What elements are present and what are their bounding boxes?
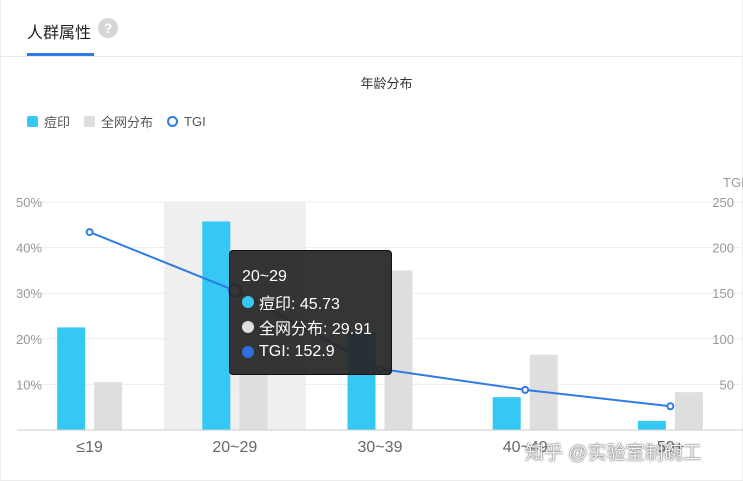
legend-swatch-series-2 <box>84 116 96 127</box>
watermark: 知乎 @实验室制碗工 <box>525 443 702 464</box>
y-left-tick-label: 30% <box>16 286 42 301</box>
y-left-tick-label: 10% <box>16 377 42 392</box>
tab-crowd-attributes[interactable]: 人群属性 <box>27 25 92 42</box>
legend-ring-icon <box>167 116 179 127</box>
tooltip-dot-series-2 <box>242 320 254 333</box>
tgi-point <box>85 228 94 237</box>
x-tick-label: 30~39 <box>358 439 403 456</box>
bar-2-1 <box>94 382 123 430</box>
tooltip-text-tgi: TGI: 152.9 <box>259 342 335 360</box>
tooltip-row-tgi: TGI: 152.9 <box>242 339 379 364</box>
legend-item-series-1[interactable]: 痘印 <box>27 112 70 131</box>
legend-swatch-series-1 <box>27 116 38 127</box>
tooltip-text-series-1: 痘印: 45.73 <box>259 295 340 313</box>
legend-label-series-1: 痘印 <box>44 115 71 130</box>
tooltip-title: 20~29 <box>242 267 287 285</box>
tgi-point <box>521 385 530 394</box>
chart-title: 年龄分布 <box>360 76 413 91</box>
x-tick-label: ≤19 <box>76 439 103 456</box>
chart-tooltip: 20~29 痘印: 45.73 全网分布: 29.91 TGI: 152.9 <box>229 250 392 375</box>
tab-bar: 人群属性 ? <box>0 0 743 57</box>
x-tick-label: 40~49 <box>503 439 548 456</box>
chart-legend: 痘印 全网分布 TGI <box>27 112 220 131</box>
x-tick-label: 50+ <box>657 439 684 456</box>
bar-2-5 <box>674 392 703 430</box>
help-icon[interactable]: ? <box>98 18 118 38</box>
tooltip-row-series-2: 全网分布: 29.91 <box>242 314 379 339</box>
y-left-tick-label: 40% <box>16 241 42 256</box>
legend-label-tgi: TGI <box>184 114 206 129</box>
bar-1-5 <box>637 420 666 430</box>
y-left-tick-label: 50% <box>16 195 42 210</box>
legend-item-series-2[interactable]: 全网分布 <box>84 112 153 131</box>
y-left-tick-label: 20% <box>16 332 42 347</box>
y-right-tick-label: 100 <box>712 332 734 347</box>
legend-label-series-2: 全网分布 <box>101 115 154 130</box>
tooltip-row-series-1: 痘印: 45.73 <box>242 289 379 314</box>
bar-1-2 <box>202 221 231 430</box>
y-right-axis-title: TGI <box>723 175 743 190</box>
tooltip-dot-series-1 <box>242 295 254 308</box>
active-tab-indicator <box>27 53 94 56</box>
bar-1-4 <box>492 397 521 430</box>
x-tick-label: 20~29 <box>212 439 257 456</box>
y-right-tick-label: 50 <box>720 377 734 392</box>
bar-1-1 <box>57 327 86 430</box>
legend-item-tgi[interactable]: TGI <box>167 114 206 129</box>
y-right-tick-label: 250 <box>712 195 734 210</box>
tooltip-dot-tgi <box>242 345 254 358</box>
tooltip-text-series-2: 全网分布: 29.91 <box>259 320 372 338</box>
y-right-tick-label: 200 <box>712 241 734 256</box>
y-right-tick-label: 150 <box>712 286 734 301</box>
tgi-point <box>666 402 675 411</box>
